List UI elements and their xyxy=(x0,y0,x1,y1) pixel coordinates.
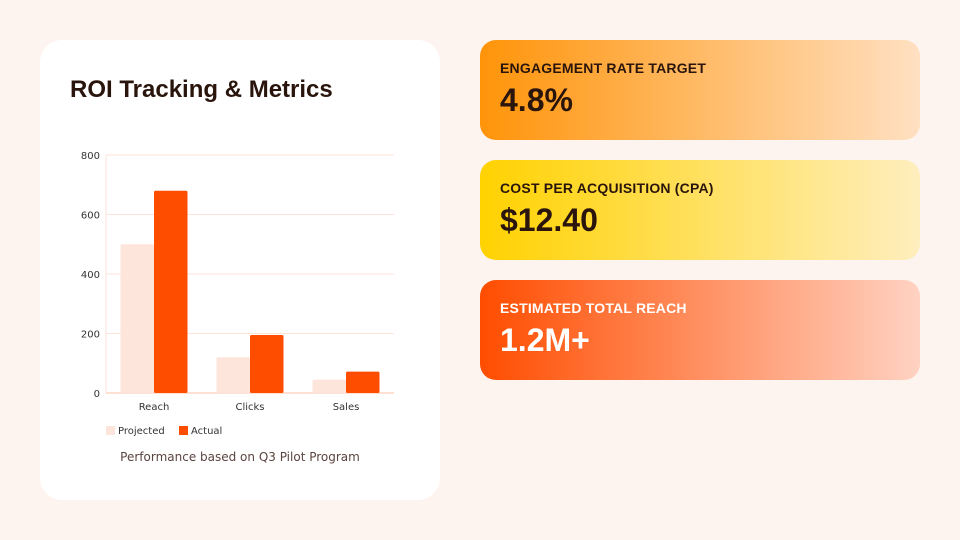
roi-card: ROI Tracking & Metrics 0 200 400 600 800 Reac… xyxy=(40,40,440,500)
bar-actual-clicks xyxy=(250,334,284,393)
kpi-cpa: COST PER ACQUISITION (CPA) $12.40 xyxy=(480,160,920,260)
kpi-value: 1.2M+ xyxy=(500,322,590,358)
kpi-value: 4.8% xyxy=(500,82,573,118)
kpi-engagement-rate: ENGAGEMENT RATE TARGET 4.8% xyxy=(480,40,920,140)
x-tick-label: Clicks xyxy=(235,402,264,413)
chart-caption: Performance based on Q3 Pilot Program xyxy=(120,450,360,464)
legend-swatch-actual xyxy=(179,426,188,435)
x-tick-label: Sales xyxy=(333,402,360,413)
y-tick-label: 600 xyxy=(81,211,100,222)
bar-projected-reach xyxy=(120,244,154,393)
x-tick-label: Reach xyxy=(139,402,170,413)
bar-actual-sales xyxy=(346,371,380,393)
kpi-label: ESTIMATED TOTAL REACH xyxy=(500,300,687,316)
legend-swatch-projected xyxy=(106,426,115,435)
kpi-total-reach: ESTIMATED TOTAL REACH 1.2M+ xyxy=(480,280,920,380)
kpi-label: COST PER ACQUISITION (CPA) xyxy=(500,180,714,196)
bar-chart: 0 200 400 600 800 Reach Clicks Sales Projected Ac… xyxy=(81,151,394,437)
bar-actual-reach xyxy=(154,190,188,393)
bar-projected-clicks xyxy=(216,357,250,393)
y-tick-label: 400 xyxy=(81,270,100,281)
y-tick-label: 800 xyxy=(81,151,100,162)
y-tick-label: 0 xyxy=(94,389,100,400)
kpi-value: $12.40 xyxy=(500,202,598,238)
kpi-label: ENGAGEMENT RATE TARGET xyxy=(500,60,707,76)
card-title: ROI Tracking & Metrics xyxy=(70,76,333,103)
legend-label-actual: Actual xyxy=(191,426,222,437)
bar-projected-sales xyxy=(312,379,346,393)
legend-label-projected: Projected xyxy=(118,426,165,437)
y-tick-label: 200 xyxy=(81,330,100,341)
